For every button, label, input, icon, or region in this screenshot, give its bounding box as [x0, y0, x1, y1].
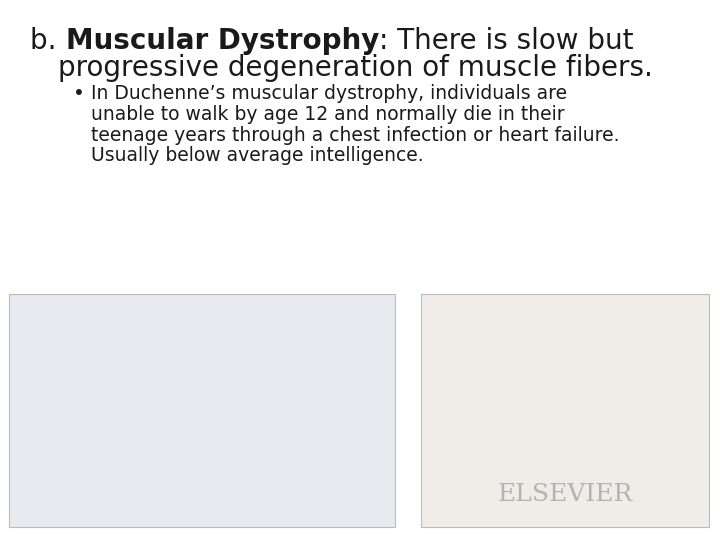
Text: b.: b. [30, 27, 66, 55]
Text: progressive degeneration of muscle fibers.: progressive degeneration of muscle fiber… [58, 54, 652, 82]
Text: : There is slow but: : There is slow but [379, 27, 634, 55]
FancyBboxPatch shape [9, 294, 395, 526]
Text: teenage years through a chest infection or heart failure.: teenage years through a chest infection … [91, 126, 620, 145]
Text: ELSEVIER: ELSEVIER [498, 483, 633, 505]
Text: In Duchenne’s muscular dystrophy, individuals are: In Duchenne’s muscular dystrophy, indivi… [91, 84, 567, 103]
Text: Usually below average intelligence.: Usually below average intelligence. [91, 146, 424, 165]
Text: unable to walk by age 12 and normally die in their: unable to walk by age 12 and normally di… [91, 105, 565, 124]
Text: •: • [73, 84, 85, 103]
FancyBboxPatch shape [421, 294, 709, 526]
Text: Muscular Dystrophy: Muscular Dystrophy [66, 27, 379, 55]
